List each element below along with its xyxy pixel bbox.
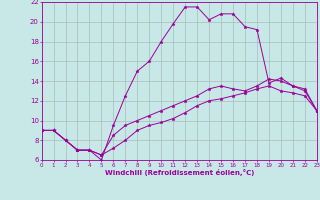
X-axis label: Windchill (Refroidissement éolien,°C): Windchill (Refroidissement éolien,°C) (105, 169, 254, 176)
